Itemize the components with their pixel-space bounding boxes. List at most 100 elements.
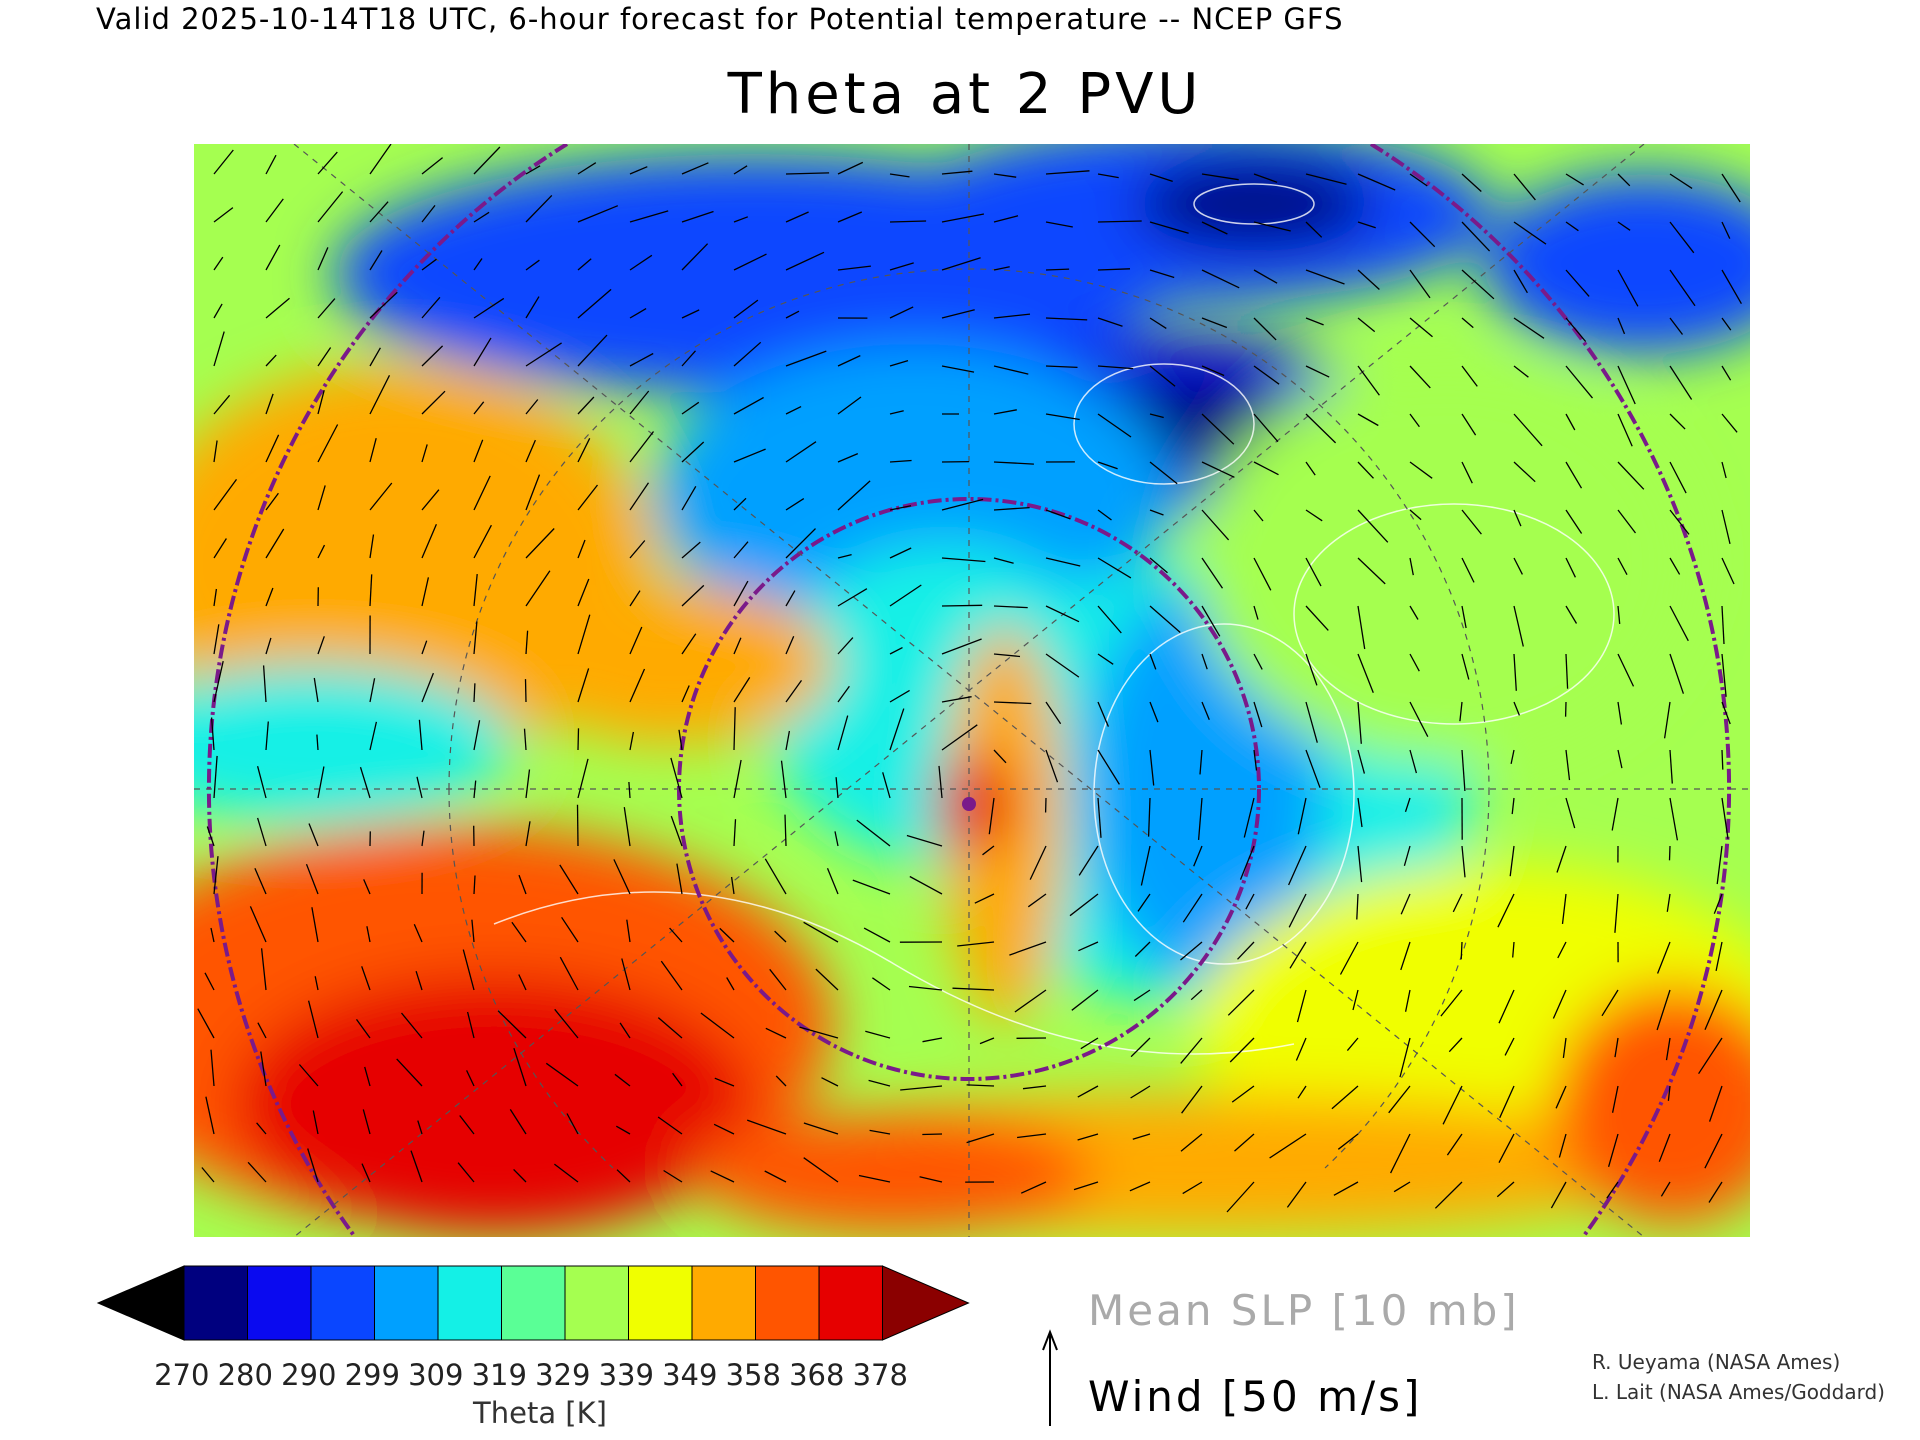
wind-vector bbox=[1721, 269, 1742, 305]
wind-vector bbox=[1097, 797, 1102, 838]
wind-vector bbox=[785, 730, 791, 751]
wind-vector bbox=[210, 927, 215, 943]
wind-vector bbox=[473, 574, 478, 607]
wind-vector bbox=[577, 396, 595, 415]
wind-vector bbox=[941, 170, 973, 175]
wind-vector bbox=[1557, 941, 1567, 959]
wind-vector bbox=[1296, 989, 1307, 1023]
wind-vector bbox=[1097, 413, 1132, 438]
colorbar-swatch bbox=[310, 1265, 375, 1341]
wind-vector bbox=[415, 971, 423, 991]
wind-vector bbox=[821, 1077, 839, 1087]
colorbar-tick-label: 329 bbox=[535, 1358, 591, 1392]
wind-vector bbox=[941, 557, 986, 563]
wind-vector bbox=[1550, 1181, 1567, 1209]
wind-vector bbox=[1704, 1133, 1723, 1169]
wind-vector bbox=[889, 173, 910, 178]
wind-vector bbox=[626, 919, 631, 943]
colorbar-swatch bbox=[437, 1265, 502, 1341]
wind-vector bbox=[197, 1008, 215, 1039]
wind-vector bbox=[213, 624, 220, 655]
wind-vector bbox=[1565, 509, 1583, 534]
wind-vector bbox=[471, 919, 475, 943]
wind-vector bbox=[906, 834, 943, 847]
wind-vector bbox=[1716, 845, 1723, 885]
wind-vector bbox=[837, 396, 862, 415]
colorbar-swatch bbox=[628, 1265, 693, 1341]
wind-vector bbox=[1461, 509, 1482, 535]
wind-vector bbox=[1253, 701, 1263, 728]
colorbar-swatch bbox=[564, 1265, 629, 1341]
wind-vector bbox=[629, 352, 654, 367]
wind-vector bbox=[966, 1133, 995, 1144]
wind-vector bbox=[577, 205, 619, 223]
wind-vector bbox=[1180, 941, 1203, 961]
wind-vector bbox=[1014, 989, 1047, 1013]
wind-vector bbox=[1601, 989, 1619, 1017]
wind-vector bbox=[525, 194, 553, 223]
colorbar-tick-label: 319 bbox=[471, 1358, 527, 1392]
wind-vector bbox=[1045, 605, 1080, 623]
wind-vector bbox=[1513, 461, 1536, 483]
wind-vector bbox=[1357, 749, 1366, 774]
wind-vector bbox=[265, 587, 274, 607]
wind-vector bbox=[1357, 605, 1366, 650]
wind-vector bbox=[1504, 1037, 1515, 1056]
wind-vector bbox=[466, 1011, 475, 1039]
wind-vector bbox=[466, 1070, 475, 1087]
wind-vector bbox=[1020, 1181, 1047, 1194]
colorbar-tick-label: 309 bbox=[408, 1358, 464, 1392]
wind-vector bbox=[213, 207, 234, 223]
wind-vector bbox=[837, 715, 849, 751]
wind-vector bbox=[213, 538, 227, 559]
wind-vector bbox=[733, 448, 766, 463]
wind-vector bbox=[1201, 317, 1228, 329]
wind-vector bbox=[1498, 1133, 1515, 1164]
wind-vector bbox=[1073, 1181, 1099, 1191]
wind-vector bbox=[681, 162, 709, 175]
wind-vector bbox=[889, 547, 912, 559]
wind-vector bbox=[1130, 1037, 1151, 1058]
wind-vector bbox=[1607, 1133, 1619, 1167]
wind-vector bbox=[1656, 941, 1671, 974]
wind-vector bbox=[421, 640, 428, 655]
wind-vector bbox=[1614, 893, 1619, 933]
wind-vector bbox=[1617, 701, 1623, 725]
wind-vector bbox=[1452, 893, 1463, 913]
wind-vector bbox=[1029, 845, 1047, 880]
slp-contours bbox=[493, 183, 1615, 1055]
wind-vector bbox=[1201, 461, 1235, 478]
wind-vector bbox=[1461, 221, 1491, 252]
wind-vector bbox=[993, 605, 1028, 609]
wind-vector bbox=[1565, 365, 1594, 399]
wind-vector bbox=[362, 1109, 371, 1135]
wind-vector bbox=[700, 1012, 735, 1039]
wind-vector bbox=[681, 210, 714, 223]
wind-vector bbox=[369, 291, 398, 319]
wind-vector bbox=[462, 949, 475, 991]
wind-vector bbox=[1552, 989, 1567, 1019]
colorbar-tick-label: 368 bbox=[789, 1358, 845, 1392]
wind-vector bbox=[1617, 173, 1631, 187]
wind-vector bbox=[733, 677, 751, 703]
wind-vector bbox=[1253, 221, 1291, 232]
wind-vector bbox=[421, 444, 428, 463]
wind-vector bbox=[1182, 893, 1203, 923]
wind-vector bbox=[361, 1163, 371, 1183]
wind-vector bbox=[1305, 173, 1347, 185]
wind-vector bbox=[369, 201, 389, 223]
wind-vector bbox=[1448, 1037, 1463, 1053]
wind-vector bbox=[421, 345, 444, 367]
wind-vector bbox=[1253, 557, 1272, 591]
wind-vector bbox=[852, 879, 891, 895]
wind-vector bbox=[1499, 1085, 1515, 1119]
wind-vector bbox=[941, 604, 983, 607]
wind-vector bbox=[868, 1079, 891, 1087]
wind-vector bbox=[1305, 269, 1345, 285]
wind-vector bbox=[369, 721, 378, 751]
wind-vector bbox=[1253, 413, 1279, 443]
wind-vector bbox=[629, 390, 650, 415]
wind-vector bbox=[889, 459, 912, 463]
wind-vector bbox=[1045, 749, 1059, 783]
wind-vector bbox=[1409, 461, 1433, 479]
